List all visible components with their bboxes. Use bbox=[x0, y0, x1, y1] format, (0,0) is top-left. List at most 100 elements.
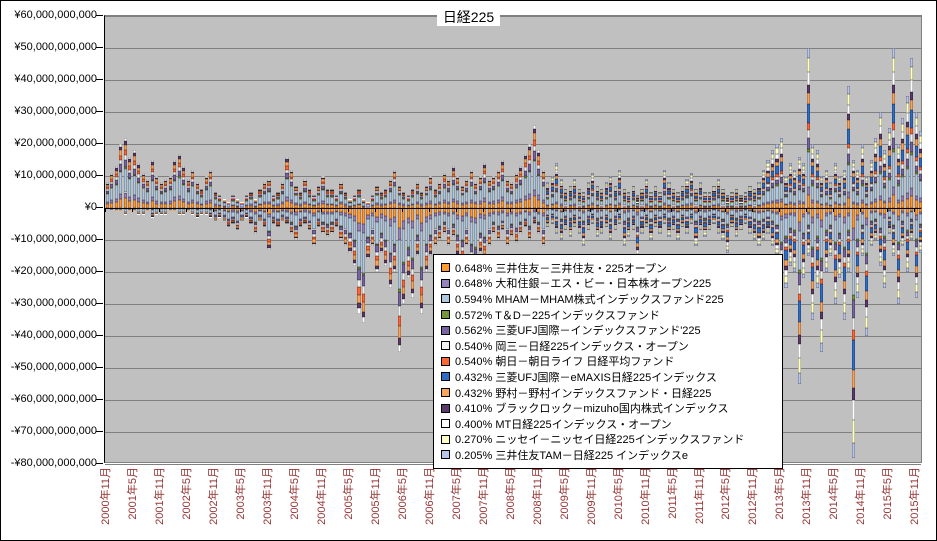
bar-segment bbox=[730, 206, 734, 208]
bar-segment bbox=[707, 216, 712, 218]
bar-segment bbox=[514, 188, 518, 201]
bar-segment bbox=[609, 232, 613, 236]
bar-segment bbox=[730, 218, 734, 221]
bar-segment bbox=[806, 57, 810, 72]
bar-segment bbox=[361, 201, 366, 203]
bar-segment bbox=[209, 199, 213, 203]
bar-segment bbox=[757, 224, 761, 227]
bar-segment bbox=[267, 231, 271, 233]
bar-segment bbox=[806, 104, 810, 124]
bar-segment bbox=[824, 187, 828, 190]
bar-segment bbox=[788, 163, 792, 166]
bar-segment bbox=[492, 186, 496, 190]
bar-segment bbox=[703, 210, 707, 212]
bar-segment bbox=[914, 200, 918, 208]
bar-segment bbox=[680, 217, 685, 219]
bar-segment bbox=[334, 197, 339, 199]
bar-segment bbox=[820, 184, 824, 188]
bar-segment bbox=[298, 210, 303, 213]
bar-segment bbox=[662, 220, 667, 222]
bar-segment bbox=[752, 199, 757, 201]
bar-segment bbox=[249, 223, 253, 224]
bar-segment bbox=[550, 193, 554, 197]
bar-segment bbox=[312, 205, 316, 207]
bar-segment bbox=[595, 220, 599, 223]
bar-segment bbox=[703, 192, 707, 193]
bar-segment bbox=[334, 225, 339, 227]
bar-segment bbox=[200, 194, 204, 197]
bar-segment bbox=[244, 215, 249, 217]
bar-segment bbox=[824, 216, 828, 231]
bar-segment bbox=[788, 165, 792, 170]
bar-segment bbox=[222, 200, 226, 201]
bar-segment bbox=[707, 229, 712, 231]
bar-segment bbox=[388, 191, 392, 202]
y-axis-tick-label: -¥70,000,000,000 bbox=[10, 425, 97, 437]
bar-segment bbox=[640, 197, 644, 199]
bar-segment bbox=[766, 229, 770, 233]
bar-segment bbox=[820, 191, 824, 193]
bar-segment bbox=[847, 86, 851, 94]
bar-segment bbox=[186, 180, 190, 183]
bar-segment bbox=[559, 197, 563, 205]
bar-segment bbox=[573, 180, 577, 184]
bar-segment bbox=[249, 196, 253, 198]
bar-segment bbox=[375, 268, 379, 272]
bar-segment bbox=[235, 220, 240, 224]
bar-segment bbox=[564, 191, 568, 194]
bar-segment bbox=[334, 195, 339, 197]
bar-segment bbox=[366, 202, 370, 203]
bar-segment bbox=[501, 172, 505, 176]
bar-segment bbox=[235, 205, 240, 207]
bar-segment bbox=[285, 221, 289, 223]
bar-segment bbox=[478, 189, 482, 191]
bar-segment bbox=[600, 216, 604, 218]
bar-segment bbox=[662, 215, 667, 216]
bar-segment bbox=[271, 197, 276, 199]
bar-segment bbox=[901, 164, 905, 169]
bar-segment bbox=[671, 229, 676, 231]
bar-segment bbox=[388, 254, 392, 263]
bar-segment bbox=[231, 220, 235, 222]
legend-item-label: 0.410% ブラックロック－mizuho国内株式インデックス bbox=[455, 403, 729, 416]
bar-segment bbox=[680, 186, 685, 189]
bar-segment bbox=[519, 170, 523, 174]
legend-item-label: 0.562% 三菱UFJ国際－インデックスファンド'225 bbox=[455, 325, 701, 338]
bar-segment bbox=[294, 204, 298, 208]
bar-segment bbox=[213, 192, 217, 194]
bar-segment bbox=[586, 229, 590, 231]
bar-segment bbox=[770, 186, 775, 188]
bar-segment bbox=[806, 123, 810, 130]
bar-segment bbox=[492, 177, 496, 180]
bar-segment bbox=[420, 192, 424, 194]
bar-segment bbox=[361, 200, 366, 202]
bar-segment bbox=[271, 196, 276, 198]
bar-segment bbox=[721, 212, 725, 220]
bar-segment bbox=[357, 203, 361, 206]
bar-segment bbox=[505, 184, 509, 187]
bar-segment bbox=[303, 218, 307, 220]
bar-segment bbox=[766, 232, 770, 234]
bar-segment bbox=[775, 233, 779, 240]
bar-segment bbox=[788, 202, 792, 205]
bar-segment bbox=[429, 253, 433, 256]
bar-segment bbox=[348, 241, 352, 245]
bar-segment bbox=[721, 194, 725, 196]
bar-segment bbox=[919, 152, 923, 159]
bar-segment bbox=[316, 222, 321, 224]
bar-segment bbox=[820, 180, 824, 184]
y-axis-tick bbox=[96, 367, 103, 368]
bar-segment bbox=[564, 219, 568, 223]
bar-segment bbox=[640, 198, 644, 200]
bar-segment bbox=[316, 195, 321, 204]
bar-segment bbox=[150, 168, 154, 172]
bar-segment bbox=[901, 212, 905, 222]
bar-segment bbox=[271, 217, 276, 219]
bar-segment bbox=[644, 220, 649, 222]
bar-segment bbox=[573, 187, 577, 190]
bar-segment bbox=[757, 244, 761, 247]
bar-segment bbox=[757, 240, 761, 245]
bar-segment bbox=[447, 184, 451, 187]
bar-segment bbox=[411, 288, 415, 294]
bar-segment bbox=[631, 216, 635, 218]
